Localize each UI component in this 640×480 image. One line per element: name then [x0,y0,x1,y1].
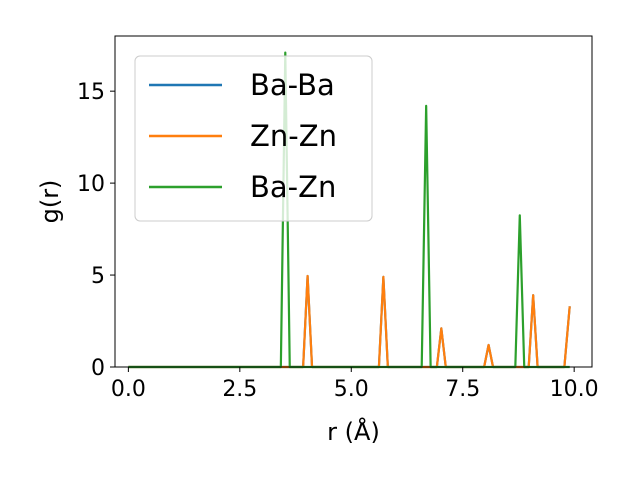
x-tick-label: 2.5 [222,377,257,402]
axes-frame [114,35,593,368]
y-tick-label: 0 [91,356,105,381]
x-tick-label: 10.0 [550,377,599,402]
legend-label: Ba-Zn [250,170,336,204]
legend-label: Zn-Zn [250,119,337,153]
x-tick-label: 0.0 [111,377,146,402]
x-axis: 0.0 2.5 5.0 7.5 10.0 [111,367,599,402]
y-axis: 0 5 10 15 [77,80,115,381]
x-tick-label: 7.5 [445,377,480,402]
legend: Ba-Ba Zn-Zn Ba-Zn [134,55,373,222]
y-axis-label: g(r) [36,180,64,224]
y-tick-label: 10 [77,172,105,197]
legend-label: Ba-Ba [250,68,335,102]
x-axis-label: r (Å) [327,417,380,446]
y-tick-label: 5 [91,264,105,289]
x-tick-label: 5.0 [334,377,369,402]
legend-box [134,55,373,222]
y-tick-label: 15 [77,80,105,105]
series-line-zn-zn [128,274,571,369]
